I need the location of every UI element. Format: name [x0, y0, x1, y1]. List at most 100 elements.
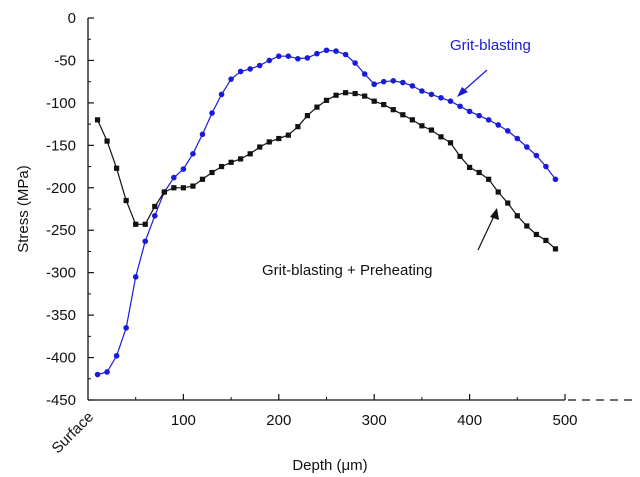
- x-tick-label: 100: [171, 412, 196, 429]
- data-point: [524, 223, 530, 229]
- data-point: [409, 83, 416, 89]
- annotation-grit-blasting-preheating: Grit-blasting + Preheating: [262, 262, 433, 279]
- x-axis-title-prefix: Depth (: [292, 457, 341, 474]
- data-point: [486, 176, 492, 182]
- data-point: [419, 123, 425, 129]
- data-point: [495, 189, 501, 195]
- data-point: [552, 246, 559, 252]
- y-ticks: 0 -50 -100 -150 -200 -250 -300 -350 -400 -450: [46, 10, 94, 409]
- data-point: [476, 169, 482, 176]
- data-point: [142, 238, 149, 245]
- series-layer: [94, 47, 559, 378]
- y-tick-label: -150: [46, 137, 76, 154]
- data-point: [285, 132, 291, 138]
- data-point: [314, 104, 320, 110]
- data-point: [276, 53, 282, 59]
- data-point: [390, 107, 396, 113]
- data-point: [381, 101, 387, 108]
- y-tick-label: -100: [46, 95, 76, 112]
- data-point: [257, 144, 263, 150]
- y-tick-label: -50: [54, 52, 76, 69]
- data-point: [123, 197, 129, 204]
- data-point: [295, 55, 301, 62]
- axes: [87, 18, 636, 401]
- data-point: [428, 91, 435, 98]
- data-point: [466, 108, 473, 115]
- data-point: [543, 237, 549, 244]
- data-point: [209, 110, 215, 116]
- data-point: [237, 68, 244, 75]
- data-point: [552, 176, 559, 183]
- data-point: [457, 103, 463, 110]
- data-point: [199, 131, 206, 138]
- data-point: [495, 122, 502, 128]
- data-point: [180, 185, 186, 191]
- data-point: [171, 185, 177, 191]
- series-line: [96, 92, 556, 250]
- data-point: [151, 212, 158, 219]
- data-point: [333, 92, 339, 98]
- data-point: [323, 97, 330, 103]
- data-point: [256, 62, 263, 69]
- data-point: [276, 135, 282, 142]
- data-point: [247, 151, 253, 157]
- data-point: [94, 371, 101, 378]
- data-point: [390, 78, 397, 84]
- data-point: [505, 200, 511, 206]
- data-point: [467, 164, 473, 171]
- annotation-arrowhead-grit-blasting: [457, 87, 468, 97]
- data-point: [247, 66, 253, 72]
- data-point: [457, 153, 463, 159]
- data-point: [180, 166, 187, 172]
- x-origin-label: Surface: [49, 409, 98, 458]
- data-point: [447, 98, 454, 104]
- data-point: [371, 98, 377, 104]
- data-point: [447, 140, 454, 146]
- data-point: [533, 231, 539, 238]
- y-tick-label: -200: [46, 180, 76, 197]
- y-tick-label: -250: [46, 222, 76, 239]
- data-point: [104, 138, 110, 144]
- x-tick-label: 300: [362, 412, 387, 429]
- data-point: [352, 90, 358, 97]
- x-axis-title: Depth (μm): [292, 457, 367, 474]
- annotation-grit-blasting: Grit-blasting: [450, 37, 531, 54]
- series-grit-blasting: [94, 47, 559, 378]
- x-tick-label: 400: [457, 412, 482, 429]
- data-point: [142, 221, 148, 227]
- series-grit-blasting-preheating: [94, 90, 559, 252]
- data-point: [152, 203, 158, 210]
- data-point: [266, 139, 272, 145]
- data-point: [342, 51, 349, 58]
- data-point: [485, 117, 492, 123]
- data-point: [266, 57, 273, 64]
- data-point: [342, 90, 349, 96]
- data-point: [238, 156, 244, 162]
- data-point: [190, 183, 196, 189]
- data-point: [333, 48, 339, 54]
- data-point: [371, 81, 378, 88]
- data-point: [304, 113, 311, 119]
- x-axis-title-suffix: ): [363, 457, 368, 474]
- data-point: [514, 135, 521, 142]
- x-tick-label: 500: [552, 412, 577, 429]
- y-tick-label: -450: [46, 392, 76, 409]
- data-point: [438, 134, 444, 140]
- data-point: [218, 163, 225, 170]
- y-tick-label: -300: [46, 265, 76, 282]
- annotation-arrow-grit-blasting: [460, 69, 488, 94]
- data-point: [361, 71, 368, 77]
- data-point: [132, 274, 139, 280]
- data-point: [323, 47, 330, 54]
- data-point: [428, 127, 435, 133]
- data-point: [400, 112, 406, 118]
- data-point: [209, 169, 215, 176]
- data-point: [228, 76, 234, 82]
- data-point: [476, 112, 482, 119]
- data-point: [504, 128, 511, 134]
- x-tick-label: 200: [266, 412, 291, 429]
- data-point: [285, 53, 292, 59]
- data-point: [133, 221, 139, 227]
- data-point: [218, 91, 225, 98]
